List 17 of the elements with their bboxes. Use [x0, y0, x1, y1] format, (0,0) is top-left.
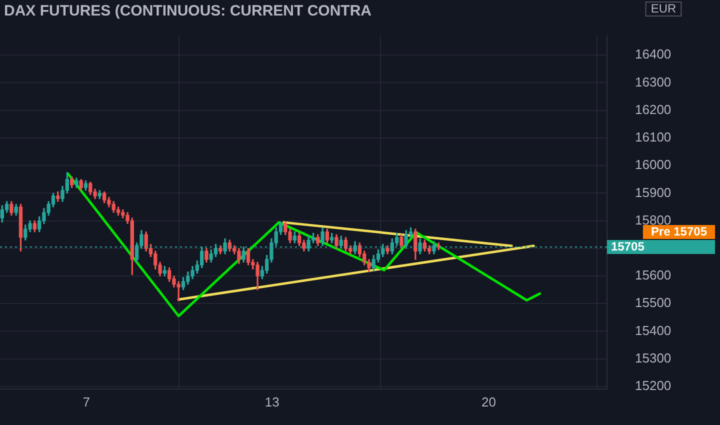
y-axis-title: EUR: [650, 1, 676, 16]
y-tick-label: 15900: [635, 184, 672, 200]
ref-line-label: 15705: [611, 239, 645, 254]
y-tick-label: 16000: [635, 157, 672, 172]
y-tick-label: 16400: [635, 46, 672, 62]
x-tick-label: 7: [82, 394, 90, 410]
y-tick-label: 16300: [635, 74, 672, 90]
y-tick-label: 16100: [635, 130, 672, 145]
x-tick-label: 20: [482, 394, 496, 410]
y-tick-label: 15400: [635, 322, 672, 338]
y-tick-label: 15500: [635, 295, 672, 310]
y-tick-label: 15300: [635, 350, 672, 366]
y-tick-label: 15200: [635, 378, 672, 394]
y-tick-label: 15600: [635, 268, 672, 283]
y-tick-label: 16200: [635, 102, 672, 117]
x-tick-label: 13: [264, 394, 280, 410]
chart-title: DAX FUTURES (CONTINUOUS: CURRENT CONTRA: [4, 2, 372, 20]
